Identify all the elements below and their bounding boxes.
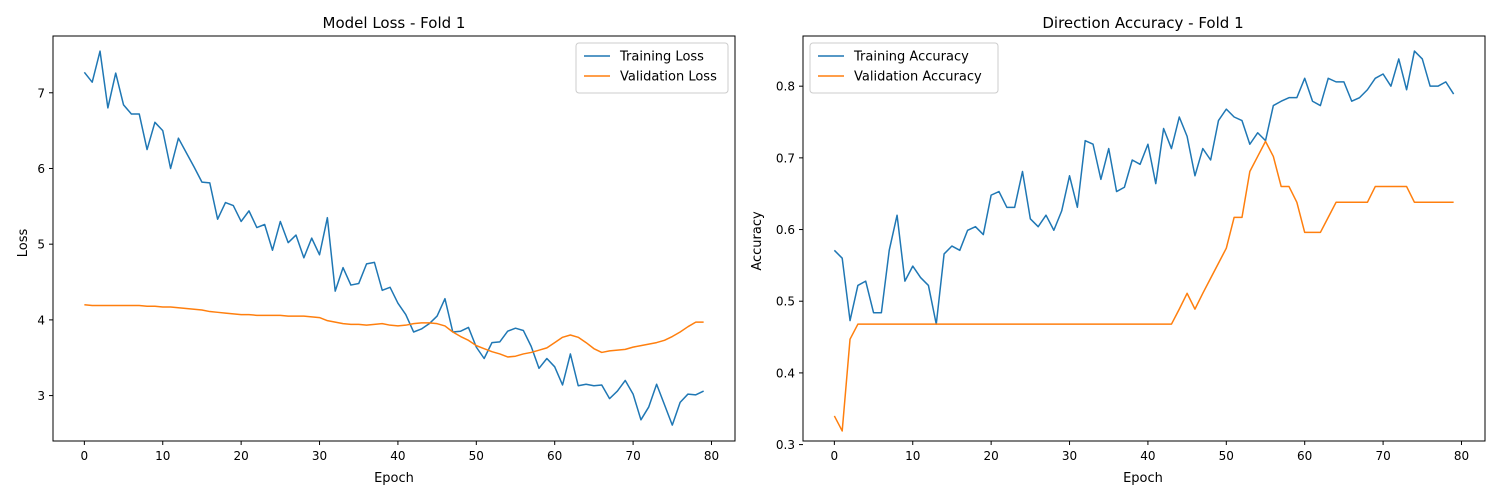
accuracy-chart-xtick-label: 40 bbox=[1140, 449, 1155, 463]
loss-chart-xtick-label: 10 bbox=[155, 449, 170, 463]
accuracy-chart-ytick-label: 0.3 bbox=[776, 438, 795, 452]
loss-chart-xtick-label: 20 bbox=[233, 449, 248, 463]
accuracy-chart-ytick-label: 0.5 bbox=[776, 295, 795, 309]
accuracy-chart-xtick-label: 60 bbox=[1297, 449, 1312, 463]
loss-chart-xtick-label: 60 bbox=[547, 449, 562, 463]
accuracy-chart-title: Direction Accuracy - Fold 1 bbox=[1042, 14, 1243, 32]
loss-chart-xtick-label: 40 bbox=[390, 449, 405, 463]
accuracy-chart-xtick-label: 50 bbox=[1219, 449, 1234, 463]
accuracy-chart-xtick-label: 70 bbox=[1375, 449, 1390, 463]
loss-chart-ytick-label: 7 bbox=[37, 86, 45, 100]
accuracy-chart: Direction Accuracy - Fold 1 Epoch Accura… bbox=[750, 14, 1486, 486]
loss-chart-ylabel: Loss bbox=[16, 229, 31, 258]
accuracy-chart-series-1-line bbox=[833, 140, 1454, 432]
loss-chart-xtick-label: 50 bbox=[469, 449, 484, 463]
loss-chart-ytick-label: 5 bbox=[37, 238, 45, 252]
loss-chart-series-0-line bbox=[83, 50, 704, 426]
loss-chart-xlabel: Epoch bbox=[374, 471, 414, 486]
accuracy-chart-xlabel: Epoch bbox=[1123, 471, 1163, 486]
accuracy-chart-frame bbox=[802, 35, 1486, 442]
accuracy-chart-ytick-label: 0.7 bbox=[776, 151, 795, 165]
accuracy-chart-xtick-label: 80 bbox=[1454, 449, 1469, 463]
loss-chart-xtick-label: 30 bbox=[312, 449, 327, 463]
loss-chart-ytick-label: 4 bbox=[37, 313, 45, 327]
accuracy-chart-legend-box bbox=[809, 42, 999, 94]
accuracy-chart-ytick-label: 0.6 bbox=[776, 223, 795, 237]
loss-chart-ytick-label: 6 bbox=[37, 162, 45, 176]
accuracy-chart-legend-label: Training Accuracy bbox=[853, 50, 969, 65]
loss-chart-ytick-label: 3 bbox=[37, 389, 45, 403]
accuracy-chart-ylabel: Accuracy bbox=[750, 211, 765, 271]
accuracy-chart-ytick-label: 0.8 bbox=[776, 80, 795, 94]
accuracy-chart-lines bbox=[833, 50, 1455, 432]
accuracy-chart-series-0-line bbox=[833, 50, 1455, 325]
accuracy-chart-ytick-label: 0.4 bbox=[776, 366, 795, 380]
loss-chart-legend-label: Training Loss bbox=[619, 50, 704, 65]
loss-chart: Model Loss - Fold 1 Epoch Loss 0 10 20 30 40… bbox=[16, 14, 736, 486]
loss-chart-lines bbox=[83, 50, 704, 426]
accuracy-chart-xtick-label: 10 bbox=[905, 449, 920, 463]
loss-chart-title: Model Loss - Fold 1 bbox=[323, 14, 466, 32]
accuracy-chart-xtick-label: 0 bbox=[831, 449, 839, 463]
loss-chart-xtick-label: 80 bbox=[704, 449, 719, 463]
accuracy-chart-xtick-label: 30 bbox=[1062, 449, 1077, 463]
accuracy-chart-legend: Training Accuracy Validation Accuracy bbox=[809, 42, 999, 94]
accuracy-chart-xtick-label: 20 bbox=[983, 449, 998, 463]
loss-chart-frame bbox=[52, 35, 736, 442]
loss-chart-legend: Training Loss Validation Loss bbox=[575, 42, 729, 94]
loss-chart-xtick-label: 0 bbox=[81, 449, 89, 463]
loss-chart-xtick-label: 70 bbox=[625, 449, 640, 463]
loss-chart-series-1-line bbox=[84, 303, 704, 358]
accuracy-chart-legend-label: Validation Accuracy bbox=[854, 70, 982, 85]
loss-chart-ticks: 0 10 20 30 40 50 60 70 80 3 4 5 6 7 bbox=[37, 86, 719, 463]
accuracy-chart-ticks: 0 10 20 30 40 50 60 70 80 0.3 0.4 0.5 0.6 0.7 0.8 bbox=[776, 80, 1469, 463]
loss-chart-legend-label: Validation Loss bbox=[620, 70, 717, 85]
loss-chart-legend-box bbox=[575, 42, 729, 94]
